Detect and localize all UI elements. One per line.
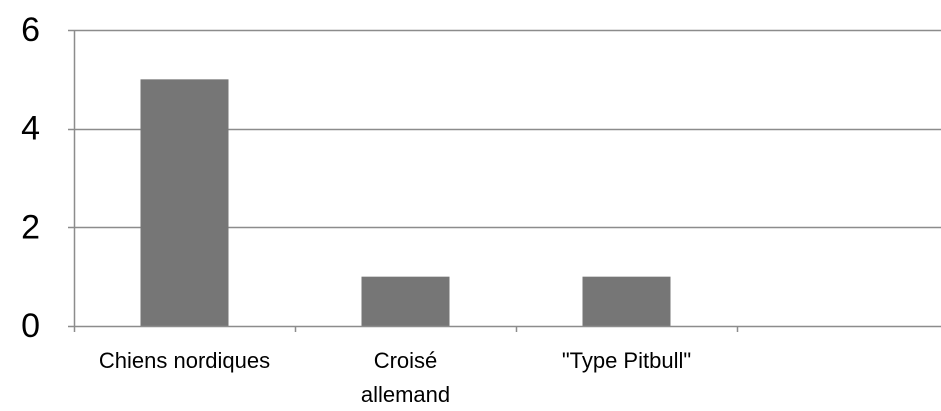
y-tick-label-4: 4 — [21, 110, 40, 148]
bar-0 — [140, 79, 229, 326]
bars — [140, 79, 671, 326]
y-tick-label-0: 0 — [21, 307, 40, 345]
y-tick-labels: 0 2 4 6 — [21, 11, 40, 345]
bar-2 — [582, 276, 671, 326]
bar-1 — [361, 276, 450, 326]
x-tick-label-0: Chiens nordiques — [99, 348, 270, 373]
x-tick-label-2: "Type Pitbull" — [562, 348, 691, 373]
axes — [68, 29, 941, 332]
x-tick-label-1: Croisé allemand — [361, 348, 450, 406]
x-tick-labels: Chiens nordiques Croisé allemand "Type Pitb… — [99, 348, 691, 407]
y-tick-label-2: 2 — [21, 208, 40, 246]
y-tick-label-6: 6 — [21, 11, 40, 49]
